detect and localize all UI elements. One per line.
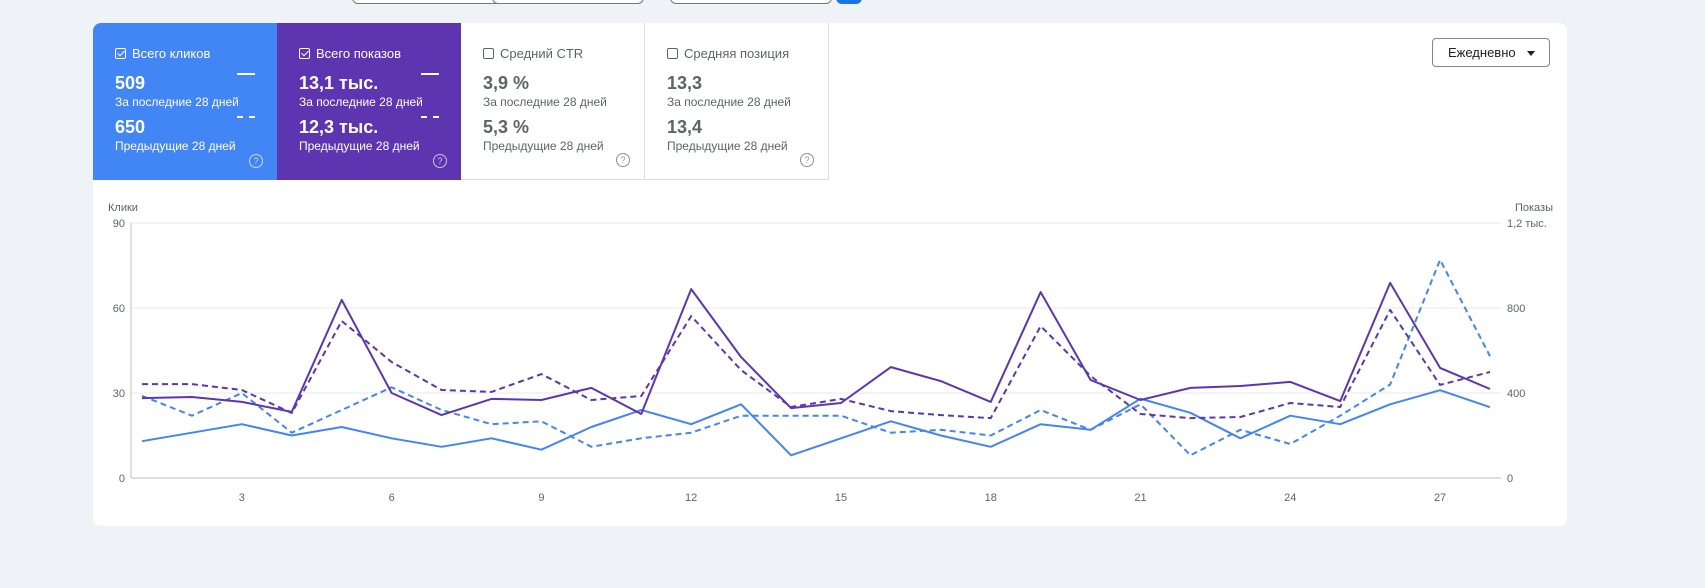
metric-label: Всего кликов xyxy=(132,45,211,61)
metric-tile[interactable]: Средняя позиция 13,3 За последние 28 дне… xyxy=(645,23,829,180)
previous-period-label: Предыдущие 28 дней xyxy=(115,139,236,153)
legend-dashed-line-icon xyxy=(237,116,255,118)
metric-current-value: 509 xyxy=(115,73,146,93)
right-axis-title: Показы xyxy=(1515,202,1553,214)
right-tick-label: 400 xyxy=(1507,388,1525,400)
checkbox[interactable] xyxy=(667,47,678,59)
x-tick-label: 15 xyxy=(835,492,847,504)
legend-solid-line-icon xyxy=(421,73,439,75)
checkbox[interactable] xyxy=(299,47,310,59)
metric-label: Средняя позиция xyxy=(684,45,790,61)
x-tick-label: 21 xyxy=(1134,492,1146,504)
series-line-0 xyxy=(141,389,1491,457)
legend-dashed-line-icon xyxy=(421,116,439,118)
left-tick-label: 0 xyxy=(119,473,125,485)
x-tick-label: 12 xyxy=(685,492,697,504)
left-tick-label: 60 xyxy=(113,303,125,315)
right-tick-label: 1,2 тыс. xyxy=(1507,218,1547,230)
help-icon[interactable]: ? xyxy=(800,153,814,167)
x-tick-label: 9 xyxy=(538,492,544,504)
current-period-label: За последние 28 дней xyxy=(299,95,423,109)
x-tick-label: 6 xyxy=(389,492,395,504)
metric-current-value: 13,1 тыс. xyxy=(299,73,379,93)
metric-tile[interactable]: Всего показов 13,1 тыс. За последние 28 … xyxy=(277,23,461,180)
series-line-3 xyxy=(142,308,1491,420)
metric-label: Средний CTR xyxy=(500,45,584,61)
help-icon[interactable]: ? xyxy=(249,154,263,168)
toolbar-button[interactable] xyxy=(670,0,832,4)
help-icon[interactable]: ? xyxy=(616,153,630,167)
granularity-dropdown[interactable]: Ежедневно xyxy=(1432,38,1550,67)
left-axis-title: Клики xyxy=(108,202,138,214)
legend-solid-line-icon xyxy=(237,73,255,75)
x-tick-label: 24 xyxy=(1284,492,1296,504)
x-tick-label: 27 xyxy=(1434,492,1446,504)
help-icon[interactable]: ? xyxy=(433,154,447,168)
metric-current-value: 13,3 xyxy=(667,73,703,93)
dropdown-arrow-icon xyxy=(1527,51,1535,56)
toolbar-button[interactable] xyxy=(352,0,504,4)
metric-current-value: 3,9 % xyxy=(483,73,530,93)
x-tick-label: 18 xyxy=(985,492,997,504)
series-line-2 xyxy=(141,281,1491,417)
series-line-1 xyxy=(141,258,1491,457)
current-period-label: За последние 28 дней xyxy=(483,95,607,109)
metric-tile[interactable]: Средний CTR 3,9 % За последние 28 дней 5… xyxy=(461,23,645,180)
checkbox[interactable] xyxy=(115,47,126,59)
performance-chart: 0 0 30 400 60 800 90 1,2 тыс. Клики Показы 3 6 9 12 15… xyxy=(108,202,1553,504)
previous-period-label: Предыдущие 28 дней xyxy=(299,139,420,153)
current-period-label: За последние 28 дней xyxy=(115,95,239,109)
metric-label: Всего показов xyxy=(316,45,401,61)
checkbox[interactable] xyxy=(483,47,494,59)
toolbar-button[interactable] xyxy=(492,0,644,4)
current-period-label: За последние 28 дней xyxy=(667,95,791,109)
x-tick-label: 3 xyxy=(239,492,245,504)
metric-previous-value: 13,4 xyxy=(667,117,703,137)
right-tick-label: 0 xyxy=(1507,473,1513,485)
right-tick-label: 800 xyxy=(1507,303,1525,315)
metric-previous-value: 650 xyxy=(115,117,146,137)
left-tick-label: 90 xyxy=(113,218,125,230)
left-tick-label: 30 xyxy=(113,388,125,400)
previous-period-label: Предыдущие 28 дней xyxy=(483,139,604,153)
performance-panel: Всего кликов 509 За последние 28 дней 65… xyxy=(93,23,1567,526)
granularity-value: Ежедневно xyxy=(1448,45,1516,60)
toolbar-button-primary[interactable] xyxy=(836,0,862,4)
previous-period-label: Предыдущие 28 дней xyxy=(667,139,788,153)
metric-previous-value: 12,3 тыс. xyxy=(299,117,379,137)
metric-tile[interactable]: Всего кликов 509 За последние 28 дней 65… xyxy=(93,23,277,180)
metric-previous-value: 5,3 % xyxy=(483,117,530,137)
